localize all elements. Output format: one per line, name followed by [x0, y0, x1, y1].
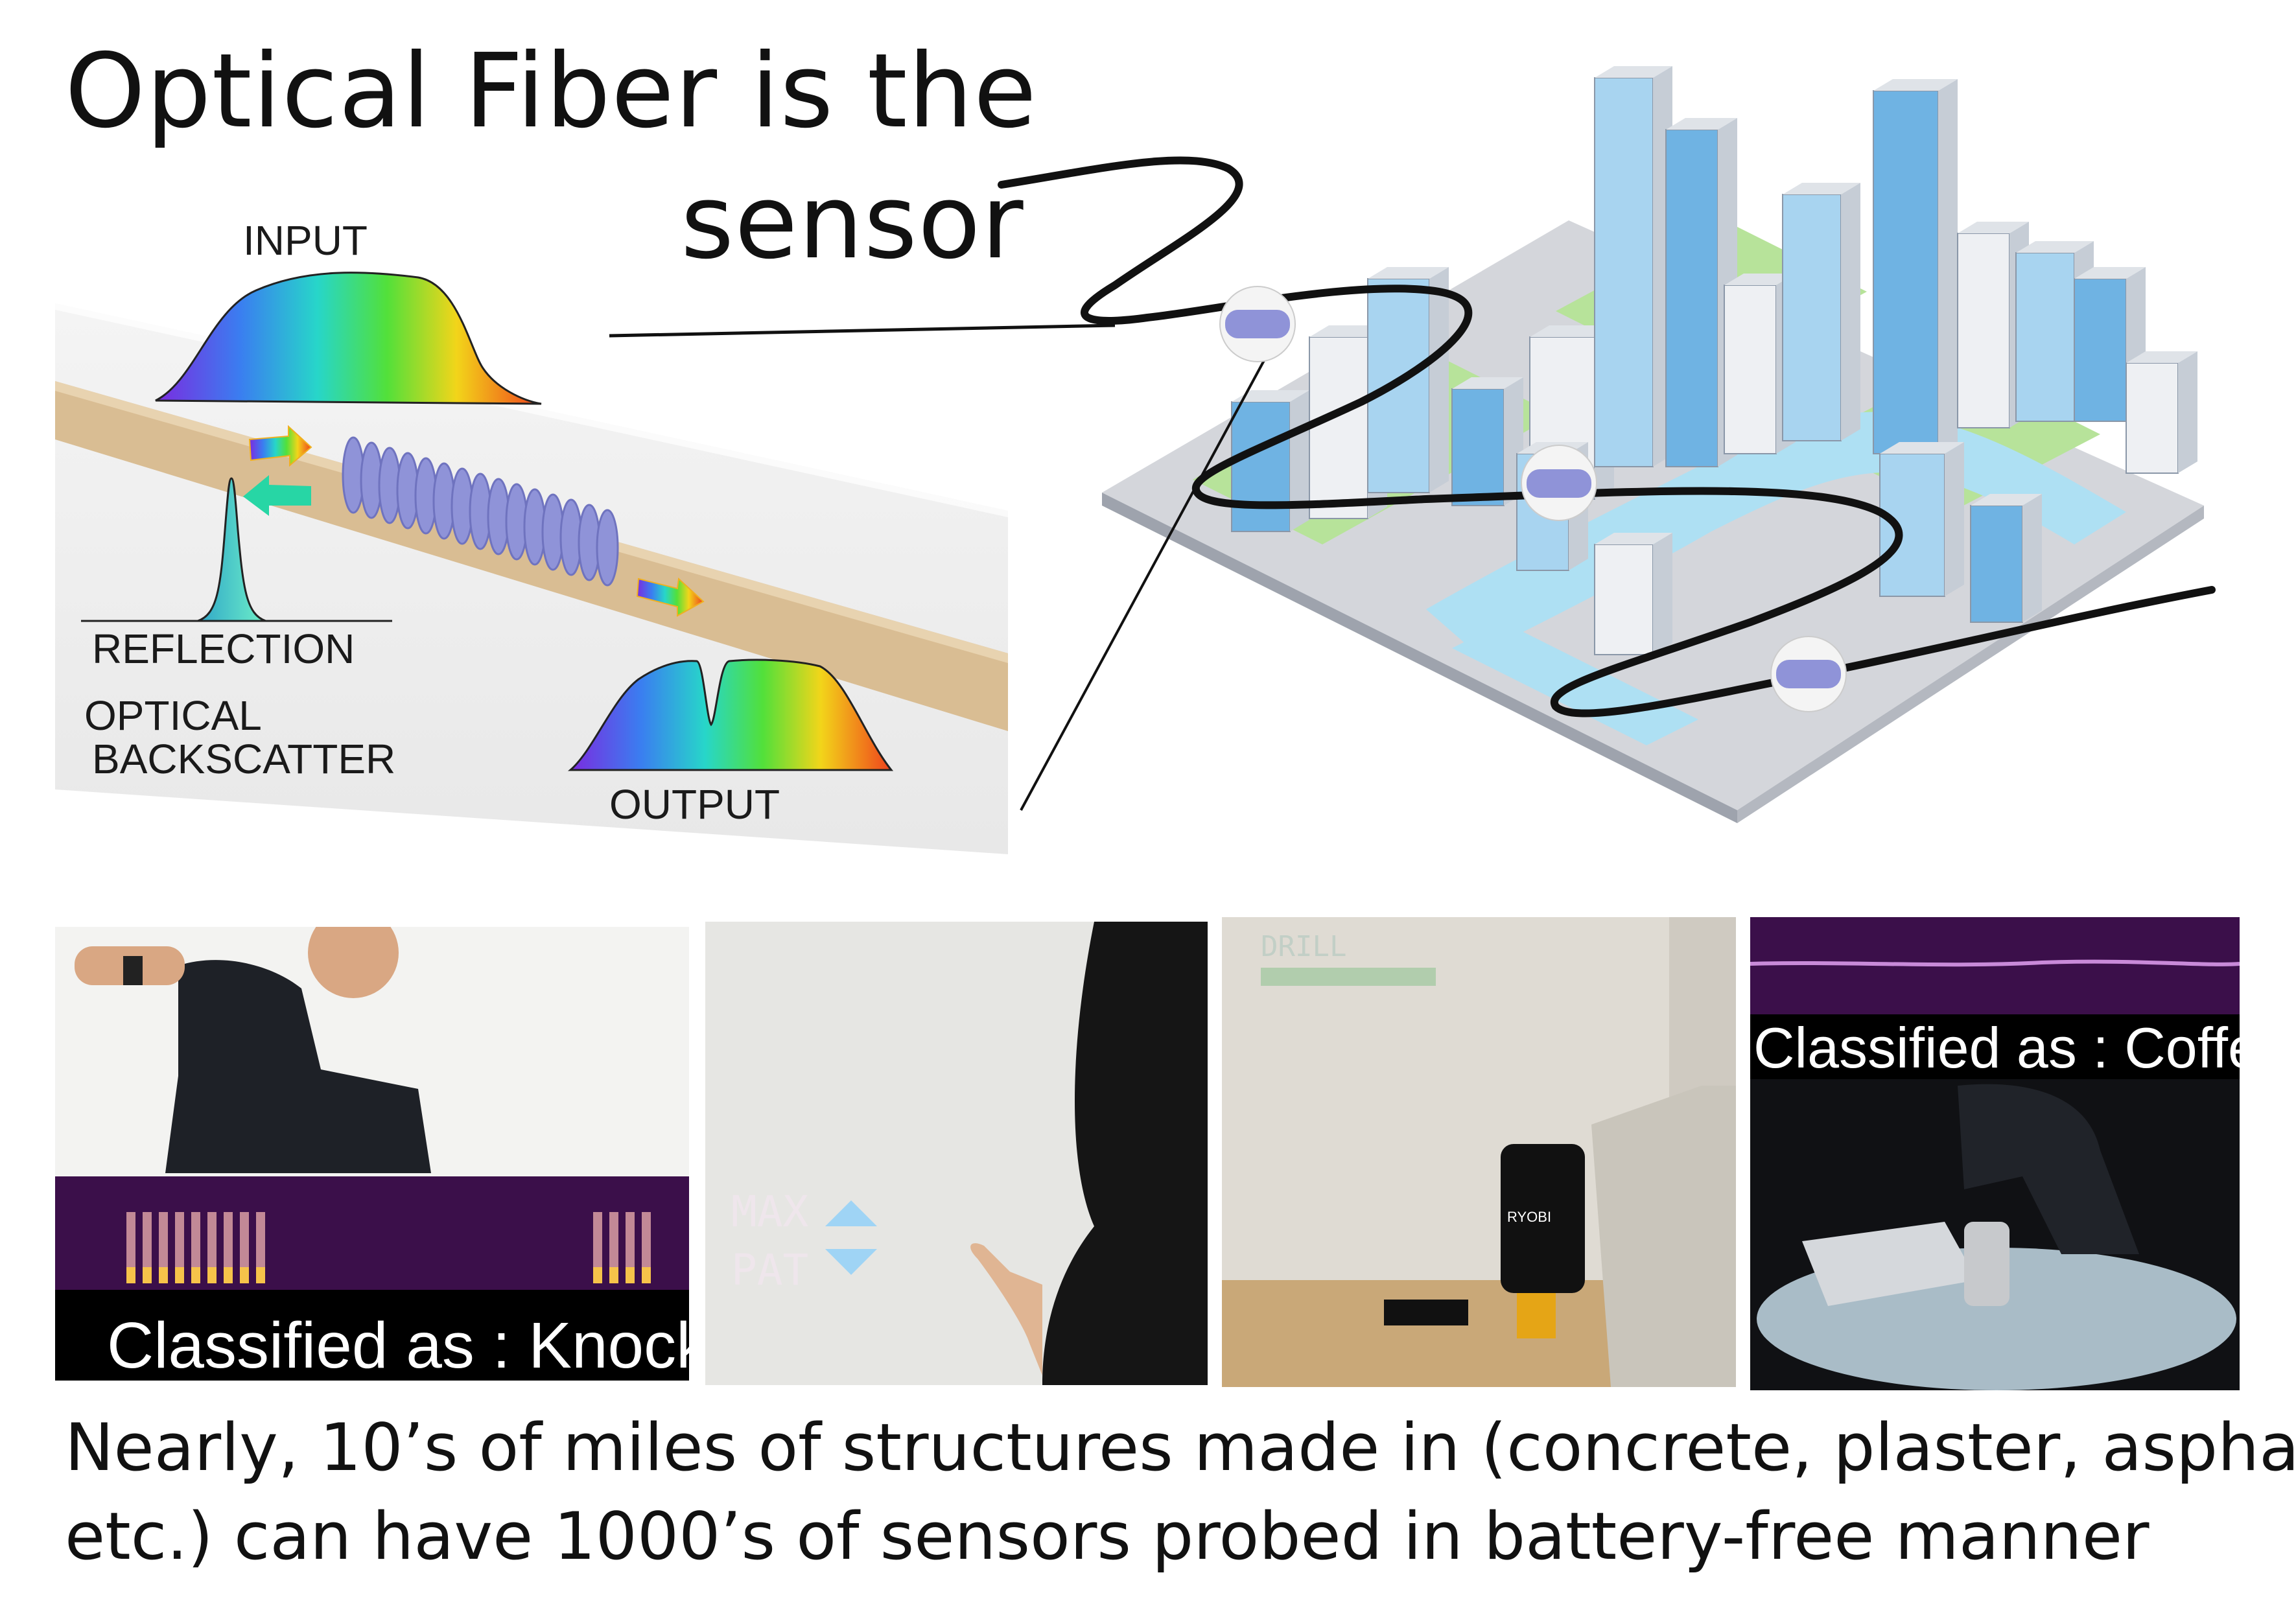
spectrogram-burst-low: [126, 1267, 135, 1283]
spectrogram-burst: [207, 1212, 217, 1283]
spectrogram-burst: [143, 1212, 152, 1283]
city-building: [1782, 183, 1860, 441]
spectrogram-burst-low: [240, 1267, 249, 1283]
title-line-2: sensor: [681, 163, 1024, 283]
city-building: [1231, 390, 1309, 532]
spectrogram-burst: [224, 1212, 233, 1283]
city-building: [1594, 533, 1672, 655]
person-shirt: [165, 960, 431, 1173]
photo-drill: DRILL RYOBI: [1222, 917, 1736, 1387]
spectrogram-burst-low: [207, 1267, 217, 1283]
grating-ring: [596, 509, 619, 587]
fiber-bragg-grating-diagram: INPUT REFLECTION OPTICAL BACKSCATTER OUT…: [55, 217, 1008, 854]
person-seated: [1958, 1084, 2139, 1254]
wall-text-max: MAX: [731, 1187, 808, 1237]
reflection-label: REFLECTION: [92, 625, 355, 672]
spectrogram-burst-low: [159, 1267, 168, 1283]
coffee-bottle: [1964, 1222, 2009, 1306]
spectrogram-burst-low: [609, 1267, 618, 1283]
spectrogram-burst: [626, 1212, 635, 1283]
coffee-caption: Classified as : Coffee: [1753, 1016, 2240, 1080]
person-arm: [1591, 1086, 1736, 1387]
title-line-1: Optical Fiber is the: [65, 32, 1038, 151]
wall-text-pat: PAT: [731, 1245, 808, 1295]
city-building: [1594, 66, 1672, 467]
photo-knock: Classified as : Knock: [55, 927, 689, 1381]
spectrogram-burst: [240, 1212, 249, 1283]
input-label: INPUT: [243, 217, 368, 264]
bragg-grating: [342, 436, 619, 587]
city-building: [1367, 267, 1449, 493]
knock-caption: Classified as : Knock: [107, 1309, 689, 1381]
city-building: [1873, 79, 1958, 454]
reflection-peak: [197, 477, 266, 622]
spectrogram-burst-low: [626, 1267, 635, 1283]
laptop: [1802, 1222, 1977, 1306]
spectrogram-burst: [191, 1212, 200, 1283]
backscatter-label-2: BACKSCATTER: [92, 736, 395, 782]
output-label: OUTPUT: [609, 781, 780, 828]
spectrogram-burst: [642, 1212, 651, 1283]
city-building: [1516, 442, 1588, 571]
photo-wall-text: MAX PAT: [705, 922, 1208, 1385]
spectrogram-burst: [159, 1212, 168, 1283]
spectrogram-burst: [175, 1212, 184, 1283]
caption-line-1: Nearly, 10’s of miles of structures made…: [65, 1409, 2296, 1486]
up-arrow-icon: [825, 1200, 877, 1226]
backscatter-label-1: OPTICAL: [84, 692, 262, 739]
person-hair: [1042, 922, 1208, 1385]
city-building: [1879, 442, 1964, 597]
spectrogram-burst-low: [642, 1267, 651, 1283]
spectrogram-burst-low: [175, 1267, 184, 1283]
input-spectrum: [155, 272, 542, 405]
city-building: [1451, 377, 1523, 506]
power-drill: [1501, 1144, 1585, 1293]
spectrogram-burst: [593, 1212, 602, 1283]
caption-line-2: etc.) can have 1000’s of sensors probed …: [65, 1498, 2150, 1575]
spectrogram-burst-low: [593, 1267, 602, 1283]
spectrogram-burst: [609, 1212, 618, 1283]
city-building: [2126, 351, 2197, 474]
spectrogram-burst: [126, 1212, 135, 1283]
down-arrow-icon: [825, 1249, 877, 1275]
city-building: [1970, 494, 2042, 623]
forward-arrow-icon: [248, 425, 312, 467]
output-spectrum: [567, 659, 894, 771]
backward-arrow-icon: [243, 475, 311, 516]
spectrogram-burst: [256, 1212, 265, 1283]
slide-caption: Nearly, 10’s of miles of structures made…: [65, 1403, 2296, 1581]
slide-title: Optical Fiber is the sensor: [65, 26, 1037, 288]
output-arrow-icon: [636, 577, 705, 617]
drill-label-text: DRILL: [1261, 930, 1346, 963]
spectrogram-burst-low: [256, 1267, 265, 1283]
drill-brand: RYOBI: [1507, 1209, 1551, 1225]
spectrogram-burst-low: [224, 1267, 233, 1283]
spectrogram-burst-low: [191, 1267, 200, 1283]
city-illustration: [1102, 66, 2204, 823]
spectrogram-burst-low: [143, 1267, 152, 1283]
photo-coffee: Classified as : Coffee: [1750, 917, 2240, 1390]
